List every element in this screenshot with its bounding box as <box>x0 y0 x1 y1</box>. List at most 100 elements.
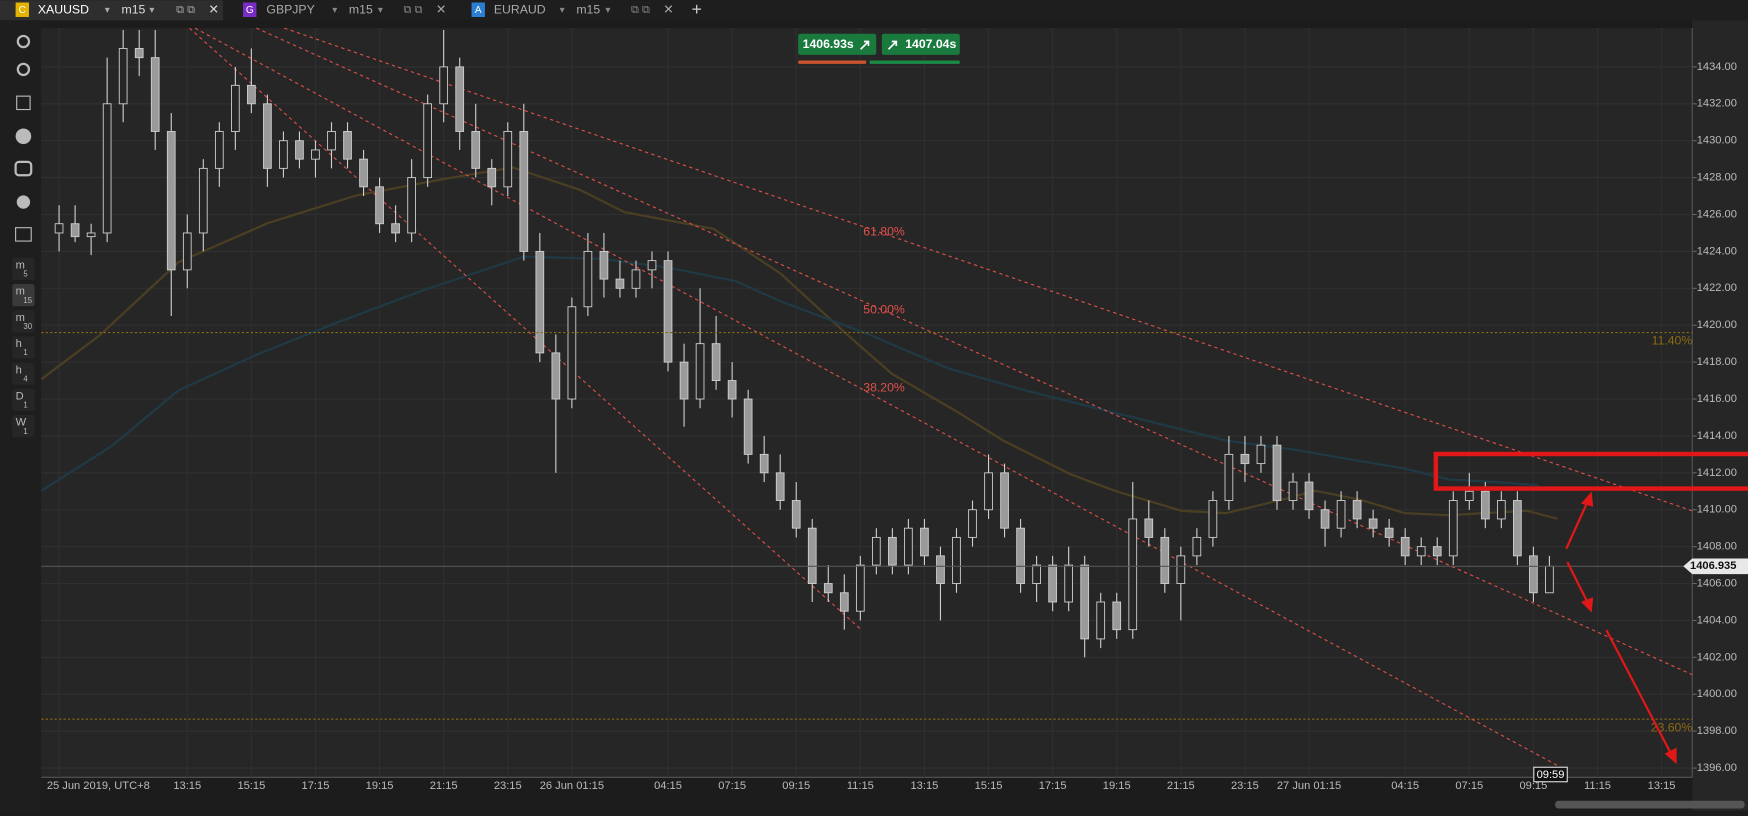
price-axis <box>1692 20 1748 811</box>
button-bg <box>881 33 960 55</box>
sell-bar <box>798 60 867 64</box>
y-tick-label: 1396.00 <box>1697 762 1737 774</box>
candles <box>54 29 1554 658</box>
candle-body <box>1416 546 1426 557</box>
timeframe-count: 1 <box>23 401 27 410</box>
y-tick-label: 1422.00 <box>1697 282 1737 294</box>
dropdown: ▾ <box>378 5 383 16</box>
profile[interactable] <box>16 195 31 209</box>
y-tick-label: 1412.00 <box>1697 467 1737 479</box>
candle-body <box>567 306 577 400</box>
dropdown: ▾ <box>105 5 110 16</box>
candle-body <box>70 223 80 238</box>
timeframe-unit: h <box>16 364 22 376</box>
tab[interactable]: C XAUUSD ▾ m15 ▾ ⧉ ⧉ ✕ <box>0 0 223 21</box>
x-tick-label: 13:15 <box>911 780 939 792</box>
candle-body <box>54 223 64 234</box>
button-bg <box>798 33 877 55</box>
buy-button[interactable]: 1407.04s <box>869 33 960 64</box>
timeframe-button[interactable]: h1 <box>12 336 35 359</box>
candle-body <box>968 509 977 538</box>
candle-body <box>423 103 432 179</box>
tab-tools: ⧉ ⧉ <box>631 4 650 16</box>
candle-body <box>150 57 160 132</box>
candle-body <box>952 536 961 584</box>
candle-body <box>775 472 785 501</box>
timeframe-button[interactable]: m15 <box>12 283 35 307</box>
new-tab[interactable]: + <box>692 0 702 19</box>
x-tick-label: 21:15 <box>430 780 458 792</box>
arrow <box>1565 501 1589 550</box>
tab[interactable]: A EURAUD ▾ m15 ▾ ⧉ ⧉ ✕ <box>471 2 674 17</box>
dropdown: ▾ <box>560 5 565 16</box>
sell-price: 1406.93s <box>803 37 854 51</box>
zoom-out[interactable] <box>16 62 31 77</box>
zoom-in[interactable] <box>16 34 31 49</box>
x-tick-label: 17:15 <box>1039 780 1067 792</box>
button-bg <box>12 336 35 359</box>
x-tick-label: 13:15 <box>1648 780 1676 792</box>
y-tick-label: 1426.00 <box>1697 208 1737 220</box>
timeframe-button[interactable]: m30 <box>12 310 35 333</box>
sell-button[interactable]: 1406.93s <box>798 33 877 64</box>
candle-body <box>279 140 288 169</box>
candle-body <box>391 223 400 234</box>
x-tick-label: 25 Jun 2019, UTC+8 <box>47 780 150 792</box>
candle-body <box>471 131 481 169</box>
arrow-icon <box>860 40 870 50</box>
candle-body <box>1128 518 1138 631</box>
timeframe-button[interactable]: h4 <box>12 362 35 385</box>
x-tick-label: 13:15 <box>173 780 201 792</box>
candle-body <box>823 583 833 594</box>
tab[interactable]: G GBPJPY ▾ m15 ▾ ⧉ ⧉ ✕ <box>243 2 446 17</box>
x-tick-label: 19:15 <box>366 780 394 792</box>
candle-body <box>247 84 256 105</box>
candle-body <box>663 260 673 363</box>
candle-body <box>920 527 929 557</box>
candle-body <box>807 527 817 584</box>
bot[interactable] <box>14 160 33 177</box>
y-tick-label: 1418.00 <box>1697 356 1737 368</box>
candle-body <box>1144 518 1154 538</box>
candle-body <box>1192 536 1202 557</box>
timeframe-count: 15 <box>23 296 32 305</box>
scrollbar[interactable] <box>1555 800 1745 809</box>
candle-body <box>759 453 769 474</box>
candle-body <box>1224 453 1234 501</box>
candle-body <box>407 177 416 234</box>
candle-body <box>1272 444 1282 501</box>
timeframe-unit: D <box>16 391 24 403</box>
candle-body <box>182 232 192 271</box>
candle-body <box>1256 444 1266 465</box>
y-tick-label: 1432.00 <box>1697 98 1737 110</box>
candle-body <box>583 250 593 308</box>
tab-tools: ⧉ ⧉ <box>404 4 423 16</box>
x-tick-label: 15:15 <box>975 780 1003 792</box>
candle-body <box>1400 536 1410 557</box>
timeframe-button[interactable]: D1 <box>12 388 35 412</box>
y-tick-label: 1434.00 <box>1697 61 1737 73</box>
x-tick-label: 17:15 <box>302 780 330 792</box>
candle-body <box>1496 500 1506 520</box>
tab-close: ✕ <box>208 3 218 17</box>
timeframe-button[interactable]: m5 <box>12 257 35 281</box>
arrow-icon <box>887 40 898 50</box>
dropdown: ▾ <box>149 5 154 16</box>
candle-body <box>1064 564 1074 603</box>
candle-body <box>1513 500 1522 557</box>
candle-body <box>1288 481 1298 501</box>
timeframe-unit: m <box>16 312 25 324</box>
tab-icon <box>471 2 485 17</box>
trade-buttons: 1406.93s 1407.04s <box>798 33 960 64</box>
overlays: 11.40% 23.60% 1406.935 09:59 <box>41 332 1748 783</box>
y-tick-label: 1408.00 <box>1697 541 1737 553</box>
chart-type[interactable] <box>16 95 31 111</box>
social[interactable] <box>15 128 32 145</box>
settings[interactable] <box>15 227 32 242</box>
candle-body <box>984 472 993 511</box>
candle-body <box>1464 490 1474 501</box>
candle-body <box>1336 500 1346 529</box>
price-tag <box>1683 558 1748 575</box>
timeframe-button[interactable]: W1 <box>12 414 35 438</box>
button-bg <box>12 362 35 385</box>
